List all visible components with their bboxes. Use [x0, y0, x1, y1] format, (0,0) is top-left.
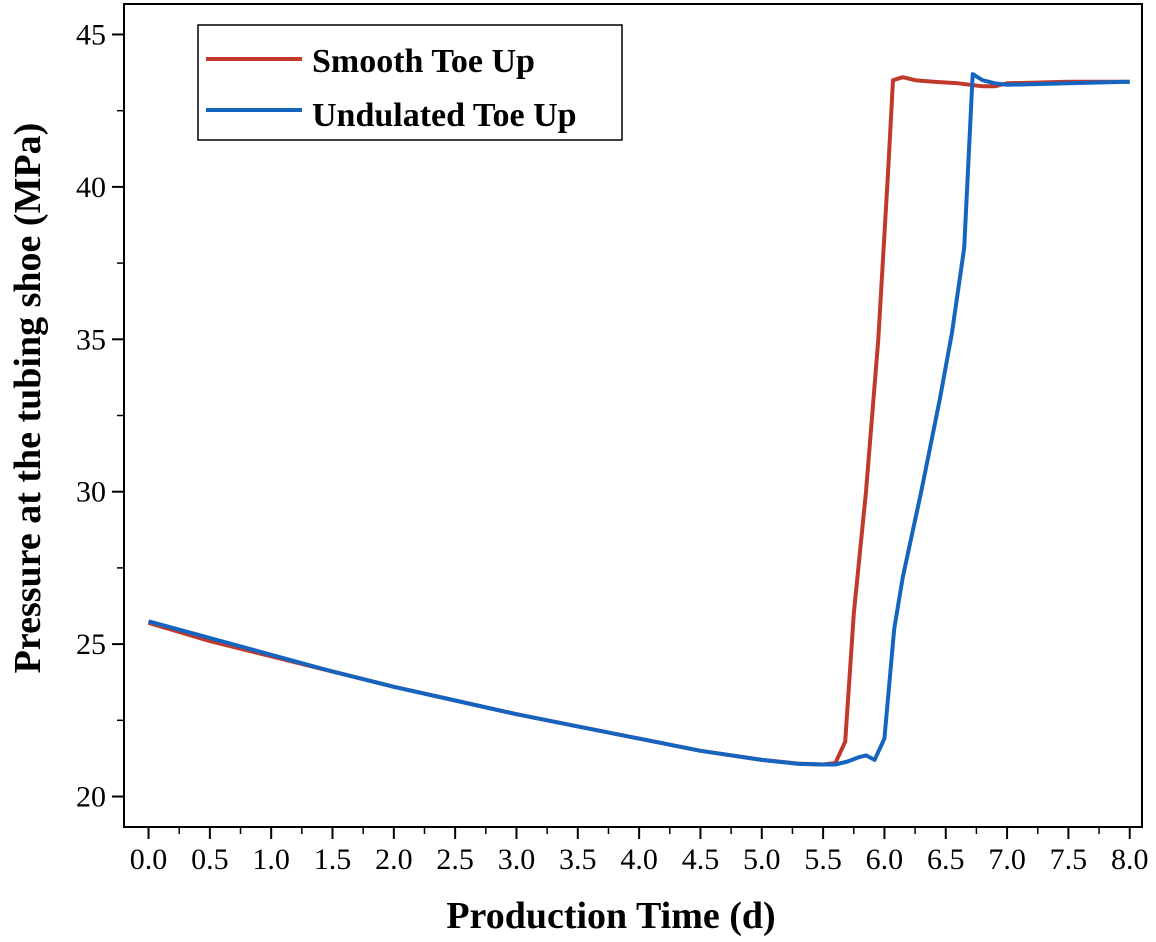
- x-tick-label: 4.5: [682, 843, 720, 876]
- x-tick-label: 3.5: [559, 843, 597, 876]
- x-tick-label: 4.0: [620, 843, 658, 876]
- x-tick-label: 5.5: [804, 843, 842, 876]
- legend-label-smooth-toe-up: Smooth Toe Up: [312, 43, 535, 80]
- y-tick-label: 30: [76, 476, 106, 509]
- y-tick-label: 25: [76, 628, 106, 661]
- y-tick-label: 35: [76, 323, 106, 356]
- x-tick-label: 2.0: [375, 843, 413, 876]
- x-tick-label: 3.0: [498, 843, 536, 876]
- y-tick-label: 40: [76, 171, 106, 204]
- series-lines: [147, 72, 1130, 767]
- legend: Smooth Toe Up Undulated Toe Up: [197, 24, 623, 141]
- x-tick-label: 7.5: [1050, 843, 1088, 876]
- x-tick-label: 7.0: [988, 843, 1026, 876]
- legend-box: [197, 24, 623, 141]
- x-tick-label: 1.5: [314, 843, 352, 876]
- x-tick-label: 1.0: [252, 843, 290, 876]
- legend-label-undulated-toe-up: Undulated Toe Up: [312, 97, 577, 134]
- y-tick-label: 45: [76, 18, 106, 51]
- y-axis-ticks: 20 25 30 35 40 45: [76, 18, 124, 814]
- x-axis-ticks: 0.0 0.5 1.0 1.5 2.0 2.5 3.0 3.5 4.0 4.5 5.0 5.5 6.0 6…: [130, 827, 1149, 876]
- x-tick-label: 2.5: [436, 843, 474, 876]
- x-tick-label: 6.5: [927, 843, 965, 876]
- x-tick-label: 0.0: [130, 843, 168, 876]
- x-tick-label: 5.0: [743, 843, 781, 876]
- series-line-undulated-toe-up: [147, 72, 1130, 767]
- y-tick-label: 20: [76, 781, 106, 814]
- x-tick-label: 0.5: [191, 843, 229, 876]
- y-axis-title: Pressure at the tubing shoe (MPa): [7, 123, 49, 674]
- x-tick-label: 8.0: [1111, 843, 1149, 876]
- x-tick-label: 6.0: [866, 843, 904, 876]
- x-axis-title: Production Time (d): [446, 895, 775, 937]
